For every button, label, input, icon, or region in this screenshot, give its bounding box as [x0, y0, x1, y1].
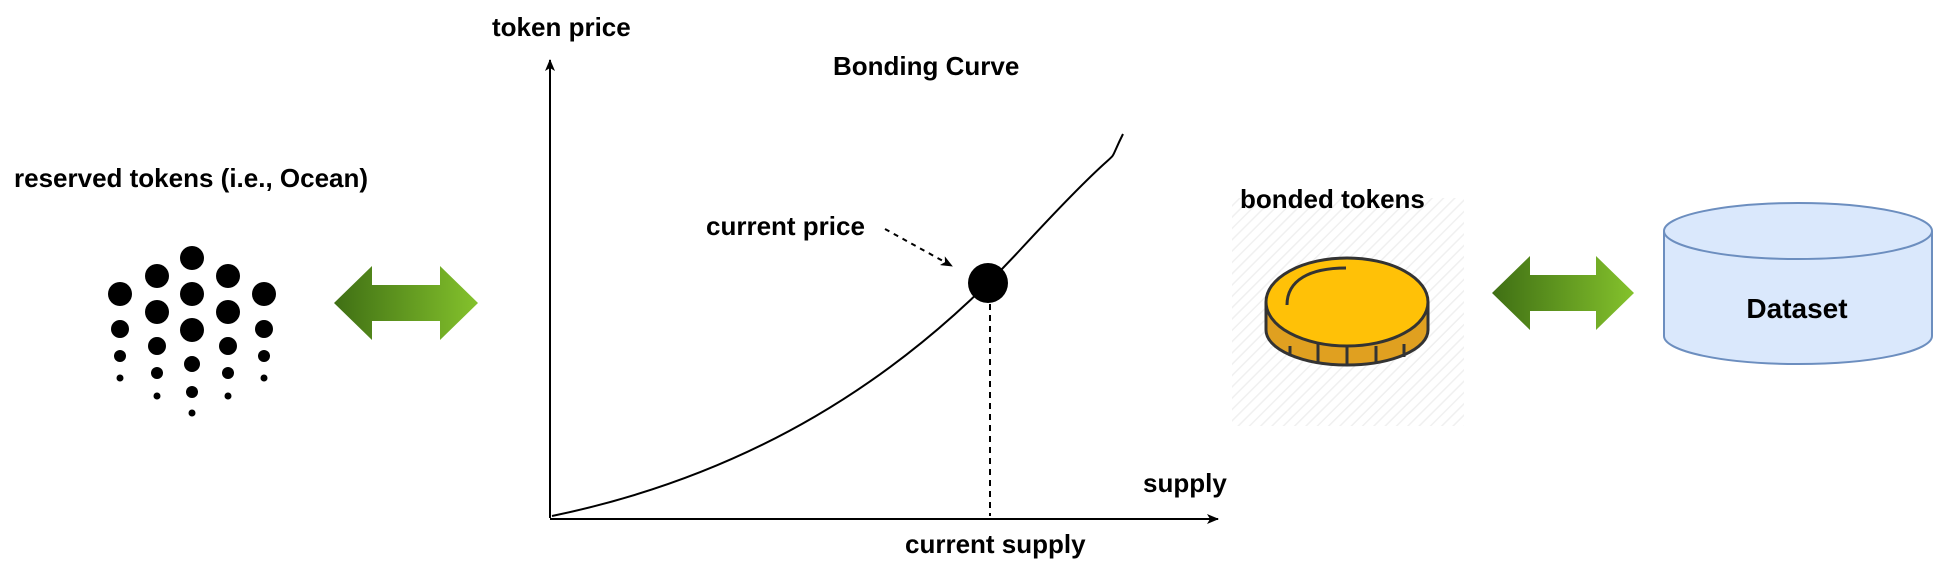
right-double-arrow-icon	[1492, 256, 1634, 330]
bonding-curve-line	[551, 133, 1124, 517]
dataset-label: Dataset	[1746, 293, 1847, 324]
current-price-pointer	[884, 228, 953, 267]
gold-coin-icon	[1264, 256, 1430, 367]
x-axis-label: supply	[1143, 468, 1227, 498]
bonded-tokens-label: bonded tokens	[1240, 184, 1425, 214]
dataset-cylinder-icon	[1663, 202, 1933, 365]
bonding-curve-chart: token price Bonding Curve current price …	[492, 12, 1227, 559]
y-axis-label: token price	[492, 12, 631, 42]
chart-title: Bonding Curve	[833, 51, 1019, 81]
current-price-label: current price	[706, 211, 865, 241]
ocean-protocol-logo-icon	[108, 246, 276, 417]
left-double-arrow-icon	[334, 266, 478, 340]
current-price-point	[968, 263, 1008, 303]
current-supply-label: current supply	[905, 529, 1086, 559]
reserved-tokens-label: reserved tokens (i.e., Ocean)	[14, 163, 368, 193]
